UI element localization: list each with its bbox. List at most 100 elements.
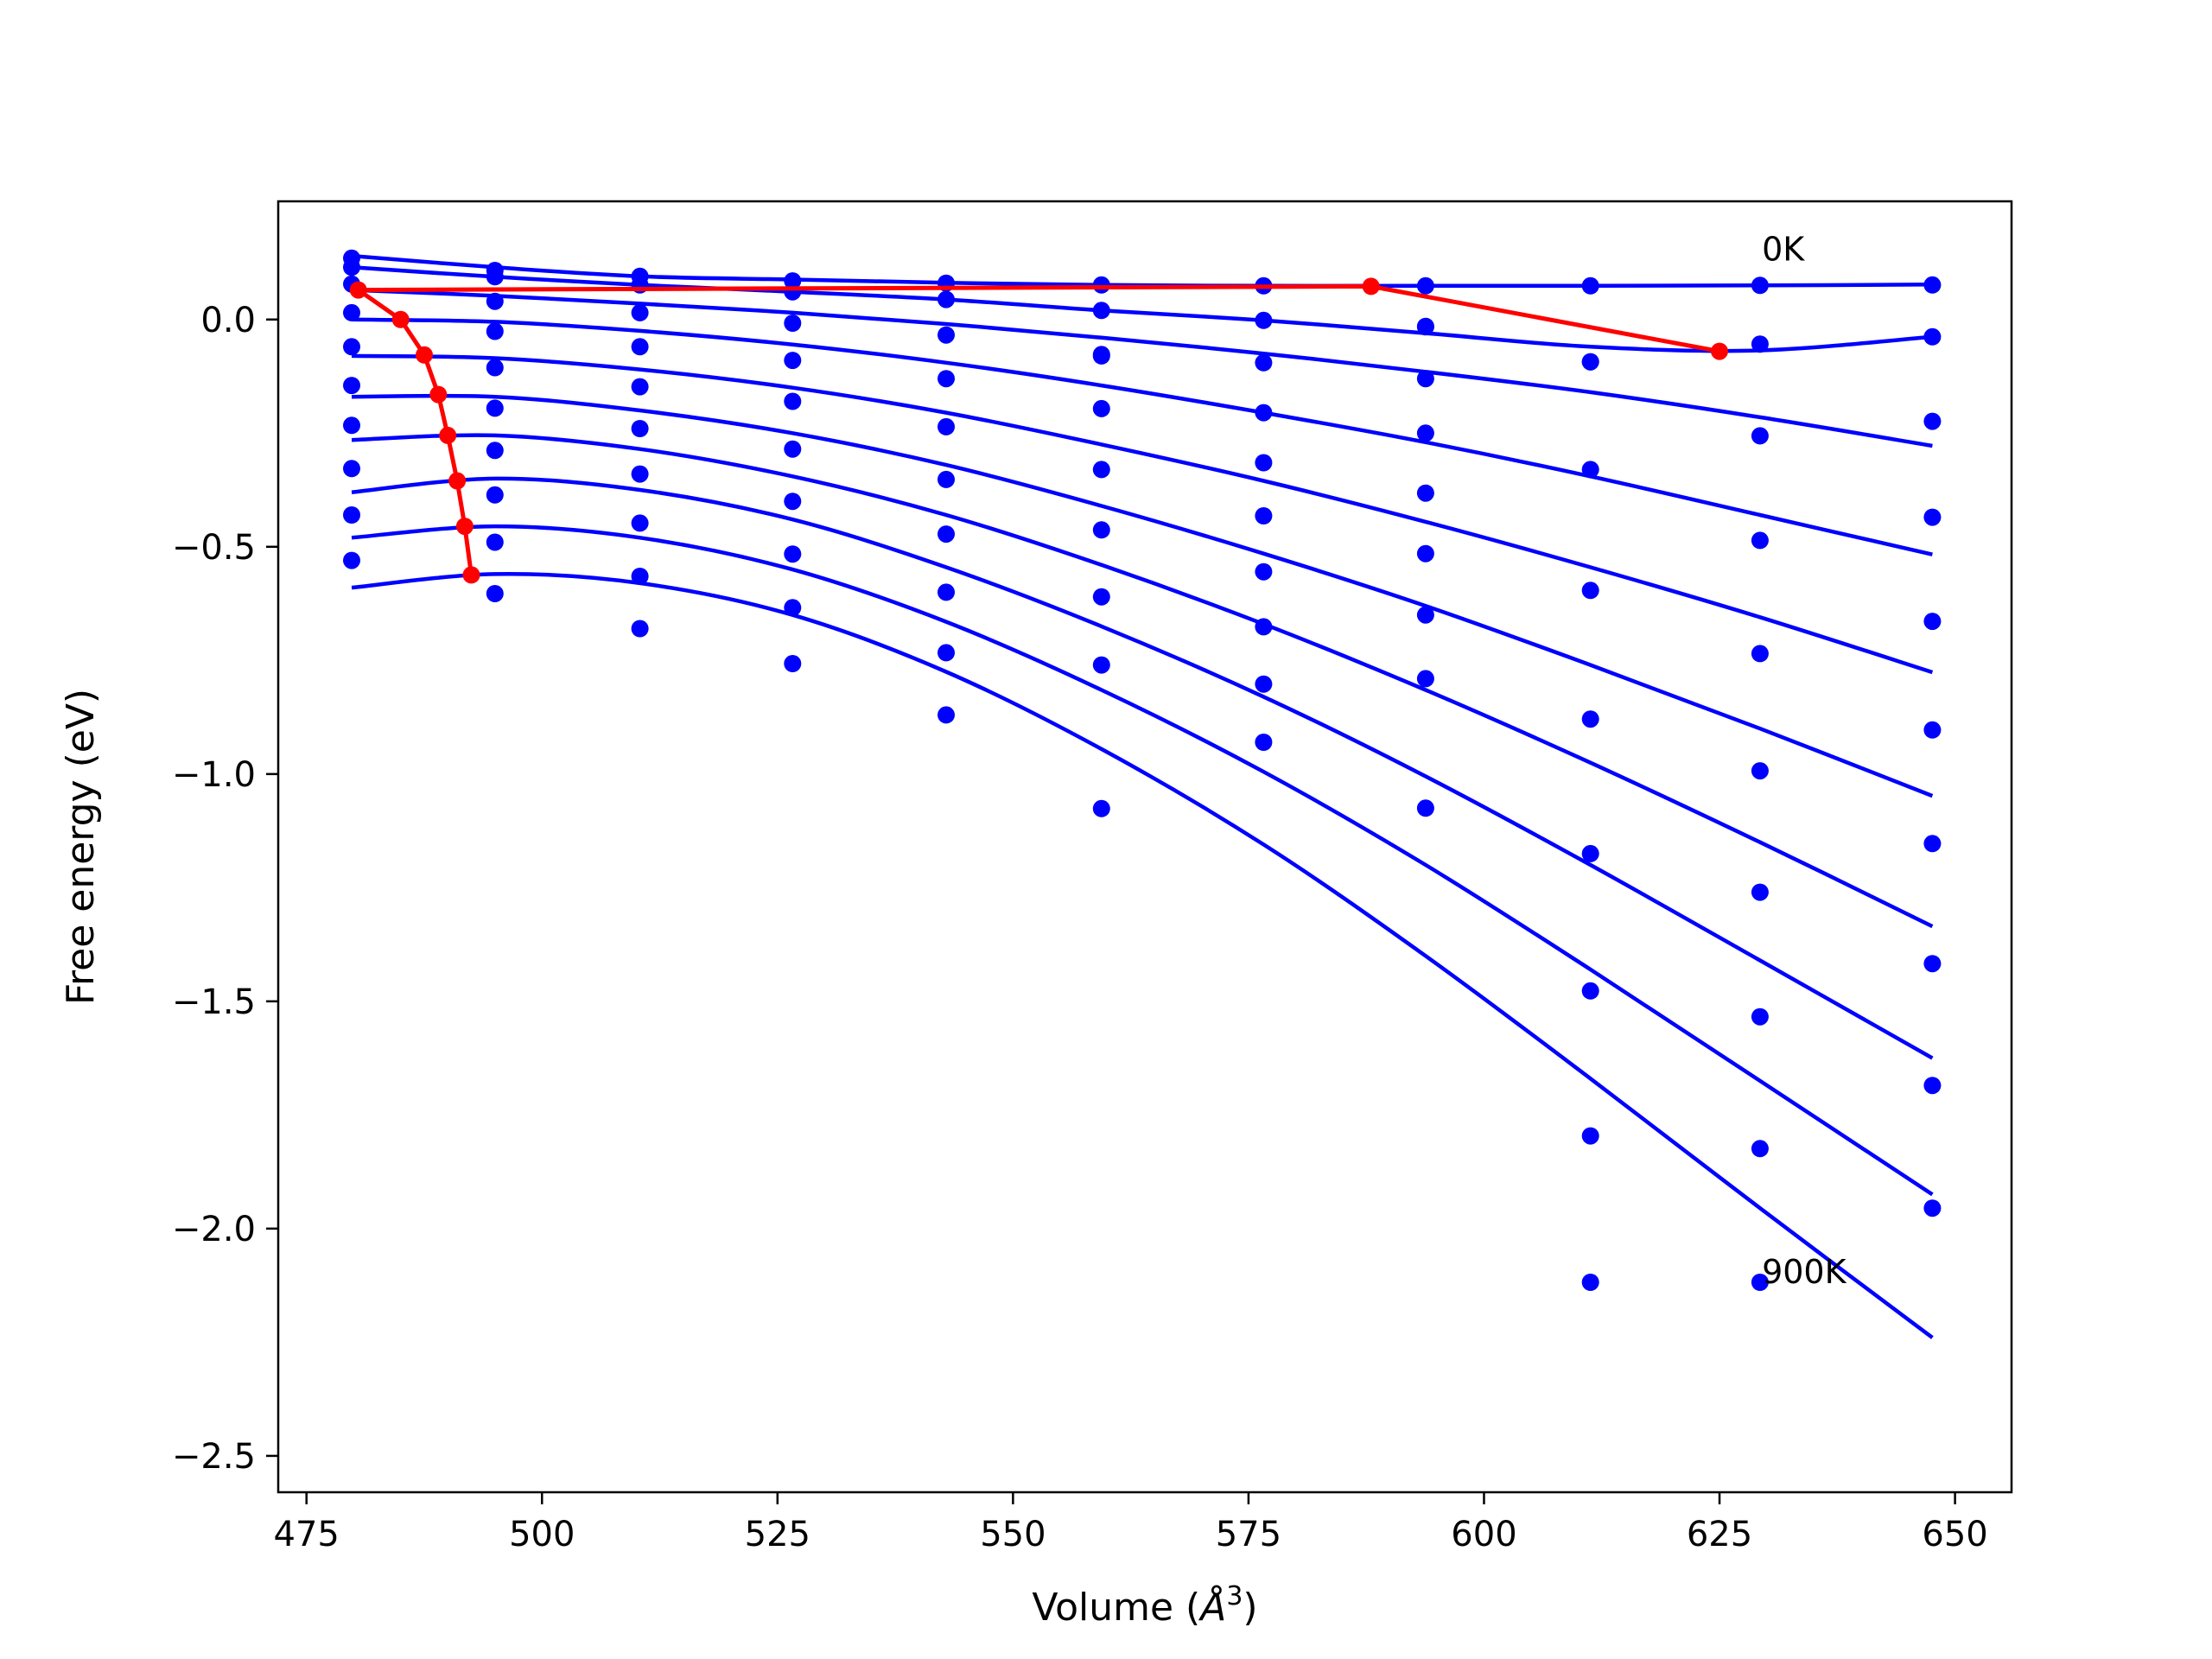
x-tick-label: 625 — [1687, 1515, 1752, 1554]
data-point-300K — [343, 303, 360, 321]
data-point-600K — [938, 525, 955, 543]
data-point-200K — [1751, 427, 1769, 445]
data-point-500K — [631, 420, 649, 437]
data-point-800K — [486, 533, 504, 551]
data-point-500K — [1092, 461, 1110, 479]
data-point-600K — [343, 416, 360, 435]
data-point-400K — [1416, 424, 1434, 442]
data-point-100K — [1092, 302, 1110, 320]
data-point-0K — [1751, 276, 1769, 295]
data-point-500K — [1751, 762, 1769, 780]
data-point-900K — [1092, 799, 1110, 817]
data-point-500K — [343, 377, 360, 395]
y-axis-label: Free energy (eV) — [59, 689, 103, 1005]
data-point-800K — [1416, 670, 1434, 688]
minimum-point — [349, 281, 367, 299]
plot-area — [343, 249, 1942, 1339]
data-point-100K — [486, 268, 504, 286]
data-point-900K — [486, 585, 504, 602]
data-point-800K — [1751, 1140, 1769, 1158]
data-point-300K — [938, 370, 955, 388]
data-point-700K — [1581, 982, 1599, 1000]
y-tick-label: −2.0 — [172, 1210, 256, 1249]
data-point-700K — [1092, 588, 1110, 606]
data-point-300K — [1416, 370, 1434, 388]
fit-curve-700K — [351, 476, 1934, 1060]
data-point-900K — [343, 551, 360, 569]
data-point-0K — [1416, 276, 1434, 295]
annotations: 0K 900K — [1762, 230, 1847, 1291]
fit-curve-100K — [351, 265, 1933, 353]
x-tick-label: 600 — [1451, 1515, 1516, 1554]
minimum-point — [448, 472, 467, 490]
axis-ticks: 475 500 525 550 575 600 625 650 0.0 −0.5 −1.0 −1.5 −… — [172, 301, 1988, 1554]
fit-curve-900K — [351, 572, 1934, 1339]
y-tick-label: −1.5 — [172, 982, 256, 1022]
data-point-100K — [1751, 335, 1769, 353]
data-point-700K — [938, 583, 955, 601]
data-point-200K — [1581, 353, 1599, 371]
data-point-200K — [938, 326, 955, 344]
x-tick-label: 475 — [274, 1515, 340, 1554]
data-point-100K — [1255, 311, 1273, 329]
data-point-400K — [631, 378, 649, 396]
data-point-100K — [1923, 327, 1942, 346]
data-point-900K — [1581, 1274, 1599, 1291]
data-point-600K — [1255, 563, 1273, 581]
data-point-200K — [631, 303, 649, 321]
data-point-800K — [343, 506, 360, 524]
minimum-point — [439, 426, 457, 444]
data-point-0K — [1581, 276, 1599, 295]
data-point-700K — [631, 514, 649, 532]
data-point-900K — [1416, 799, 1434, 817]
data-point-600K — [1416, 544, 1434, 563]
data-point-300K — [784, 352, 802, 370]
y-tick-label: −0.5 — [172, 528, 256, 568]
data-point-700K — [1751, 1007, 1769, 1026]
data-point-900K — [784, 655, 802, 672]
minimum-point — [455, 518, 474, 536]
curve-annotation: 900K — [1762, 1253, 1847, 1291]
data-point-400K — [784, 392, 802, 410]
data-point-800K — [1255, 675, 1273, 693]
data-point-600K — [1092, 521, 1110, 539]
data-point-600K — [784, 493, 802, 511]
x-tick-label: 525 — [745, 1515, 810, 1554]
fit-curve-800K — [351, 524, 1934, 1197]
data-point-600K — [1581, 844, 1599, 862]
curve-annotation: 0K — [1762, 230, 1805, 268]
minimum-point — [416, 346, 433, 364]
data-point-300K — [1092, 346, 1110, 365]
fit-curve-500K — [351, 393, 1934, 798]
data-point-200K — [1923, 412, 1942, 430]
minimum-point — [429, 385, 448, 404]
data-point-700K — [343, 460, 360, 478]
minimum-curve — [351, 283, 1720, 575]
fit-curve-300K — [351, 317, 1933, 556]
fit-curve-400K — [351, 353, 1934, 675]
data-point-700K — [486, 486, 504, 504]
data-point-400K — [343, 338, 360, 356]
data-point-200K — [486, 292, 504, 310]
y-tick-label: 0.0 — [200, 301, 256, 340]
data-point-500K — [938, 470, 955, 488]
data-point-400K — [1923, 613, 1942, 631]
y-tick-label: −2.5 — [172, 1437, 256, 1477]
axes-frame — [276, 200, 2013, 1494]
data-point-900K — [1923, 1199, 1942, 1217]
x-tick-label: 650 — [1922, 1515, 1987, 1554]
data-point-300K — [486, 322, 504, 340]
data-point-200K — [1416, 317, 1434, 335]
fit-curve-200K — [351, 288, 1933, 448]
data-point-700K — [1416, 606, 1434, 624]
data-point-500K — [784, 440, 802, 458]
data-point-0K — [1092, 276, 1110, 294]
data-point-300K — [1751, 531, 1769, 550]
data-point-800K — [1923, 1077, 1942, 1095]
data-point-300K — [1581, 461, 1599, 479]
data-point-200K — [1255, 353, 1273, 372]
minimum-point — [462, 566, 480, 584]
minimum-point — [1362, 277, 1380, 296]
data-point-800K — [1092, 656, 1110, 674]
data-point-700K — [1923, 955, 1942, 973]
